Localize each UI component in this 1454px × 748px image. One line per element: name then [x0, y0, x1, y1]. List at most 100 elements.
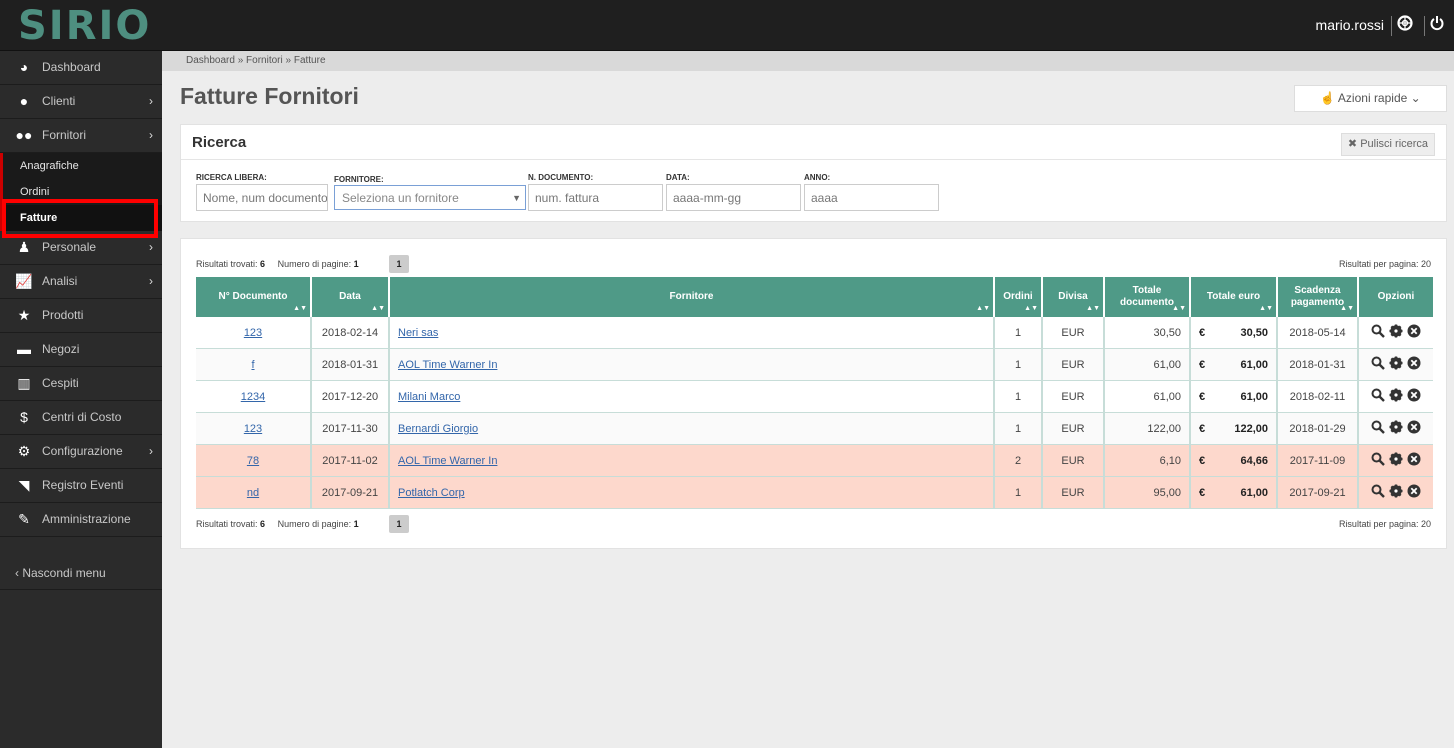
highlight-box [2, 199, 158, 238]
cell-scadenza: 2018-01-29 [1278, 413, 1359, 445]
cell-divisa: EUR [1043, 445, 1105, 477]
sidebar-item-fornitori[interactable]: ●● Fornitori › [0, 119, 162, 153]
col-fornitore[interactable]: Fornitore ▲▼ [390, 277, 995, 317]
quick-actions-button[interactable]: ☝ Azioni rapide ⌄ [1294, 85, 1447, 112]
gear-icon[interactable] [1387, 452, 1405, 470]
sidebar-item-amministrazione[interactable]: ✎ Amministrazione [0, 503, 162, 537]
sort-icon[interactable]: ▲▼ [1086, 305, 1100, 312]
col-totale-euro[interactable]: Totale euro ▲▼ [1191, 277, 1278, 317]
sort-icon[interactable]: ▲▼ [976, 305, 990, 312]
close-circle-icon[interactable] [1405, 484, 1423, 502]
clear-search-button[interactable]: ✖ Pulisci ricerca [1341, 133, 1435, 156]
col-divisa[interactable]: Divisa ▲▼ [1043, 277, 1105, 317]
cell-scadenza: 2017-09-21 [1278, 477, 1359, 509]
col-data[interactable]: Data ▲▼ [312, 277, 390, 317]
top-bar: SIRIO mario.rossi [0, 0, 1454, 51]
fornitore-link[interactable]: Bernardi Giorgio [398, 422, 479, 435]
anno-input[interactable] [804, 184, 939, 211]
doc-link[interactable]: nd [246, 486, 260, 499]
close-circle-icon[interactable] [1405, 452, 1423, 470]
sidebar-subitem-anagrafiche[interactable]: Anagrafiche [0, 153, 162, 179]
hide-menu-button[interactable]: ‹ Nascondi menu [0, 556, 162, 590]
search-icon[interactable] [1369, 484, 1387, 502]
fornitore-link[interactable]: Milani Marco [398, 390, 461, 403]
fornitore-link[interactable]: AOL Time Warner In [398, 454, 498, 467]
col-totale-documento[interactable]: Totale documento ▲▼ [1105, 277, 1191, 317]
search-title: Ricerca [192, 134, 247, 151]
sort-icon[interactable]: ▲▼ [1172, 305, 1186, 312]
col-num-doc[interactable]: N° Documento ▲▼ [196, 277, 312, 317]
free-search-input[interactable] [196, 184, 328, 211]
cell-totale-documento: 61,00 [1105, 381, 1191, 413]
search-icon[interactable] [1369, 324, 1387, 342]
data-input[interactable] [666, 184, 801, 211]
table-row: 78 2017-11-02 AOL Time Warner In 2 EUR 6,10 €6… [196, 445, 1433, 477]
sort-icon[interactable]: ▲▼ [1340, 305, 1354, 312]
power-icon[interactable] [1428, 15, 1446, 33]
close-circle-icon[interactable] [1405, 324, 1423, 342]
doc-link[interactable]: 1234 [240, 390, 266, 403]
cell-data: 2017-09-21 [312, 477, 390, 509]
fornitore-link[interactable]: Neri sas [398, 326, 439, 339]
sidebar-item-analisi[interactable]: 📈 Analisi › [0, 265, 162, 299]
cell-data: 2017-11-02 [312, 445, 390, 477]
gear-icon[interactable] [1387, 484, 1405, 502]
divider [1424, 16, 1425, 36]
app-logo[interactable]: SIRIO [18, 3, 152, 49]
sidebar-item-dashboard[interactable]: ◕ Dashboard [0, 51, 162, 85]
rss-icon: ◥ [18, 477, 30, 493]
cell-divisa: EUR [1043, 317, 1105, 349]
fornitore-select[interactable]: Seleziona un fornitore ▼ [334, 185, 526, 210]
search-icon[interactable] [1369, 452, 1387, 470]
gear-icon[interactable] [1387, 324, 1405, 342]
col-scadenza[interactable]: Scadenza pagamento ▲▼ [1278, 277, 1359, 317]
sort-icon[interactable]: ▲▼ [1259, 305, 1273, 312]
gear-icon[interactable] [1387, 420, 1405, 438]
close-circle-icon[interactable] [1405, 356, 1423, 374]
cell-fornitore: Neri sas [390, 317, 995, 349]
cell-fornitore: Potlatch Corp [390, 477, 995, 509]
cell-opzioni [1359, 381, 1433, 413]
user-name[interactable]: mario.rossi [1315, 17, 1384, 33]
sidebar-item-cespiti[interactable]: ▥ Cespiti [0, 367, 162, 401]
sidebar-item-personale[interactable]: ♟ Personale › [0, 231, 162, 265]
page-button[interactable]: 1 [389, 515, 409, 533]
fornitore-link[interactable]: Potlatch Corp [398, 486, 465, 499]
sidebar-item-prodotti[interactable]: ★ Prodotti [0, 299, 162, 333]
close-circle-icon[interactable] [1405, 388, 1423, 406]
sidebar-item-clienti[interactable]: ● Clienti › [0, 85, 162, 119]
cell-num-doc: 78 [196, 445, 312, 477]
sidebar-item-configurazione[interactable]: ⚙ Configurazione › [0, 435, 162, 469]
sidebar-item-registro-eventi[interactable]: ◥ Registro Eventi [0, 469, 162, 503]
col-ordini[interactable]: Ordini ▲▼ [995, 277, 1043, 317]
fornitore-link[interactable]: AOL Time Warner In [398, 358, 498, 371]
cell-num-doc: 123 [196, 317, 312, 349]
cell-opzioni [1359, 477, 1433, 509]
table-row: 123 2017-11-30 Bernardi Giorgio 1 EUR 122,00 €… [196, 413, 1433, 445]
cell-opzioni [1359, 445, 1433, 477]
doc-link[interactable]: 123 [243, 422, 263, 435]
lifebuoy-icon[interactable] [1396, 15, 1414, 33]
page-button[interactable]: 1 [389, 255, 409, 273]
bank-icon: ▥ [17, 375, 31, 391]
sidebar-subitem-fatture[interactable]: Fatture [0, 205, 162, 231]
cell-totale-documento: 95,00 [1105, 477, 1191, 509]
sidebar-item-negozi[interactable]: ▬ Negozi [0, 333, 162, 367]
breadcrumb[interactable]: Dashboard » Fornitori » Fatture [162, 51, 1454, 71]
sidebar-item-centri-di-costo[interactable]: $ Centri di Costo [0, 401, 162, 435]
sort-icon[interactable]: ▲▼ [293, 305, 307, 312]
search-icon[interactable] [1369, 356, 1387, 374]
doc-link[interactable]: 78 [246, 454, 260, 467]
sort-icon[interactable]: ▲▼ [371, 305, 385, 312]
gear-icon[interactable] [1387, 388, 1405, 406]
num-doc-input[interactable] [528, 184, 663, 211]
doc-link[interactable]: 123 [243, 326, 263, 339]
cell-totale-euro: €64,66 [1191, 445, 1278, 477]
search-icon[interactable] [1369, 420, 1387, 438]
sort-icon[interactable]: ▲▼ [1024, 305, 1038, 312]
fornitore-label: FORNITORE: [334, 175, 384, 184]
doc-link[interactable]: f [251, 358, 255, 371]
search-icon[interactable] [1369, 388, 1387, 406]
close-circle-icon[interactable] [1405, 420, 1423, 438]
gear-icon[interactable] [1387, 356, 1405, 374]
